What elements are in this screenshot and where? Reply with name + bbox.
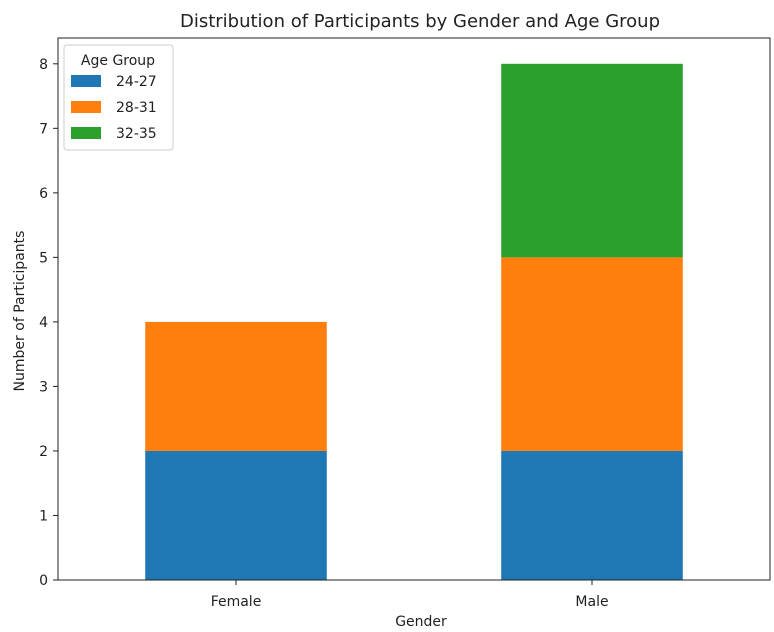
bar-female-28-31: [145, 321, 327, 451]
y-tick-label: 0: [39, 573, 48, 589]
bar-male-28-31: [501, 257, 683, 451]
y-tick-label: 3: [39, 379, 48, 395]
legend-label-24-27: 24-27: [116, 74, 157, 90]
bar-male-32-35: [501, 63, 683, 258]
chart-title: Distribution of Participants by Gender a…: [180, 11, 660, 32]
y-tick-label: 8: [39, 57, 48, 73]
bars-layer: [145, 63, 683, 580]
x-axis-label: Gender: [395, 614, 447, 628]
legend-box: [63, 44, 174, 151]
y-axis-label: Number of Participants: [12, 231, 28, 392]
legend-label-28-31: 28-31: [116, 100, 157, 116]
y-tick-label: 6: [39, 186, 48, 202]
y-tick-label: 1: [39, 508, 48, 524]
y-tick-label: 7: [39, 121, 48, 137]
legend-title: Age Group: [81, 53, 155, 69]
y-tick-label: 4: [39, 315, 48, 331]
legend-swatch-28-31: [71, 101, 101, 113]
legend-swatch-32-35: [71, 127, 101, 139]
legend-label-32-35: 32-35: [116, 126, 157, 142]
legend-swatch-24-27: [71, 75, 101, 87]
plot-frame: [57, 37, 771, 581]
legend: Age Group 24-27 28-31 32-35: [63, 44, 174, 151]
y-tick-label: 5: [39, 250, 48, 266]
axes-layer: 0 1 2 3 4 5 6 7 8 Female Male: [39, 37, 771, 610]
bar-female-24-27: [145, 450, 327, 580]
legend-items: 24-27 28-31 32-35: [71, 74, 157, 142]
x-tick-label: Male: [575, 594, 608, 610]
x-tick-label: Female: [211, 594, 262, 610]
bar-male-24-27: [501, 450, 683, 580]
y-tick-label: 2: [39, 444, 48, 460]
